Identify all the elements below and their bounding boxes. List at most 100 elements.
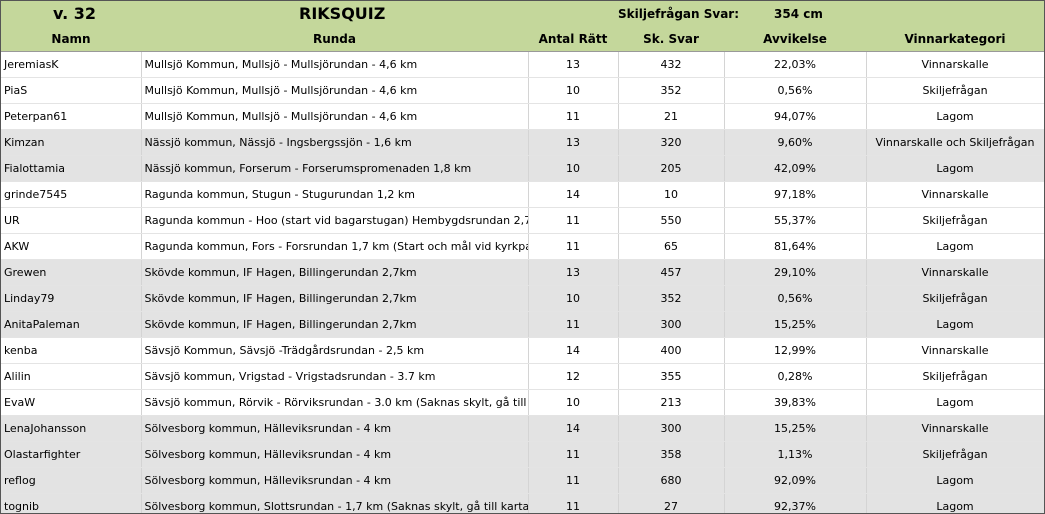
column-header: Namn	[1, 27, 141, 52]
table-cell: Sölvesborg kommun, Hälleviksrundan - 4 k…	[141, 441, 529, 468]
column-header: Antal Rätt	[528, 27, 618, 52]
table-cell: 300	[618, 311, 725, 338]
table-cell: Sölvesborg kommun, Hälleviksrundan - 4 k…	[141, 467, 529, 494]
table-cell: Sölvesborg kommun, Slottsrundan - 1,7 km…	[141, 493, 529, 513]
header-row: Namn Runda Antal Rätt Sk. Svar Avvikelse Vinn…	[1, 27, 1044, 52]
table-cell: AnitaPaleman	[1, 311, 142, 338]
table-cell: Skiljefrågan	[866, 363, 1044, 390]
column-header: Sk. Svar	[618, 27, 724, 52]
table-cell: 10	[528, 389, 619, 416]
table-cell: Skiljefrågan	[866, 207, 1044, 234]
table-row: Linday79 Skövde kommun, IF Hagen, Billing…	[1, 285, 1044, 312]
table-cell: 22,03%	[724, 51, 867, 78]
table-cell: Olastarfighter	[1, 441, 142, 468]
table-cell: Sävsjö Kommun, Sävsjö -Trädgårdsrundan -…	[141, 337, 529, 364]
table-row: AnitaPaleman Skövde kommun, IF Hagen, Bil…	[1, 311, 1044, 338]
table-cell: 39,83%	[724, 389, 867, 416]
table-cell: 457	[618, 259, 725, 286]
table-row: Peterpan61 Mullsjö Kommun, Mullsjö - Mull…	[1, 103, 1044, 130]
table-cell: 300	[618, 415, 725, 442]
table-cell: Linday79	[1, 285, 142, 312]
table-cell: 12,99%	[724, 337, 867, 364]
table-cell: Lagom	[866, 493, 1044, 513]
table-cell: 432	[618, 51, 725, 78]
table-cell: Skövde kommun, IF Hagen, Billingerundan …	[141, 259, 529, 286]
table-cell: 13	[528, 51, 619, 78]
table-cell: 12	[528, 363, 619, 390]
table-cell: Alilin	[1, 363, 142, 390]
table-cell: 11	[528, 311, 619, 338]
table-row: AKW Ragunda kommun, Fors - Forsrundan 1,7…	[1, 233, 1044, 260]
table-cell: 355	[618, 363, 725, 390]
table-cell: Skiljefrågan	[866, 441, 1044, 468]
table-cell: 10	[528, 77, 619, 104]
table-cell: 65	[618, 233, 725, 260]
column-header: Avvikelse	[724, 27, 866, 52]
table-cell: 1,13%	[724, 441, 867, 468]
table-cell: 42,09%	[724, 155, 867, 182]
table-cell: Ragunda kommun, Fors - Forsrundan 1,7 km…	[141, 233, 529, 260]
table-cell: 29,10%	[724, 259, 867, 286]
answer-value: 354 cm	[774, 7, 823, 21]
table-cell: 9,60%	[724, 129, 867, 156]
table-cell: Vinnarskalle	[866, 51, 1044, 78]
table-cell: 13	[528, 259, 619, 286]
table-cell: Lagom	[866, 103, 1044, 130]
table-cell: 14	[528, 181, 619, 208]
table-cell: Sölvesborg kommun, Hälleviksrundan - 4 k…	[141, 415, 529, 442]
table-cell: Sävsjö kommun, Vrigstad - Vrigstadsrunda…	[141, 363, 529, 390]
table-cell: 94,07%	[724, 103, 867, 130]
answer-label: Skiljefrågan Svar:	[618, 7, 740, 21]
table-cell: Vinnarskalle	[866, 337, 1044, 364]
table-cell: 10	[528, 285, 619, 312]
table-cell: Peterpan61	[1, 103, 142, 130]
table-cell: 27	[618, 493, 725, 513]
table-cell: 81,64%	[724, 233, 867, 260]
table-cell: 97,18%	[724, 181, 867, 208]
table-row: EvaW Sävsjö kommun, Rörvik - Rörviksrunda…	[1, 389, 1044, 416]
table-cell: Vinnarskalle	[866, 181, 1044, 208]
table-cell: 10	[528, 155, 619, 182]
table-cell: Mullsjö Kommun, Mullsjö - Mullsjörundan …	[141, 77, 529, 104]
table-cell: 550	[618, 207, 725, 234]
table-row: LenaJohansson Sölvesborg kommun, Hällevik…	[1, 415, 1044, 442]
table-cell: Fialottamia	[1, 155, 142, 182]
table-cell: 13	[528, 129, 619, 156]
table-cell: 400	[618, 337, 725, 364]
version: v. 32	[53, 4, 97, 23]
table-cell: Vinnarskalle	[866, 415, 1044, 442]
table-cell: Kimzan	[1, 129, 142, 156]
table-cell: AKW	[1, 233, 142, 260]
table-row: reflog Sölvesborg kommun, Hälleviksrundan…	[1, 467, 1044, 494]
table-cell: 11	[528, 207, 619, 234]
table-cell: 11	[528, 467, 619, 494]
table-row: Kimzan Nässjö kommun, Nässjö - Ingsbergss…	[1, 129, 1044, 156]
table-cell: Mullsjö Kommun, Mullsjö - Mullsjörundan …	[141, 103, 529, 130]
table-cell: 320	[618, 129, 725, 156]
table-cell: 352	[618, 77, 725, 104]
table-cell: 21	[618, 103, 725, 130]
table-cell: Lagom	[866, 467, 1044, 494]
table-cell: 11	[528, 493, 619, 513]
results-table: Namn Runda Antal Rätt Sk. Svar Avvikelse Vinn…	[1, 27, 1044, 513]
title-bar: v. 32 RIKSQUIZ Skiljefrågan Svar: 354 cm	[1, 1, 1044, 27]
table-cell: 11	[528, 103, 619, 130]
table-cell: Sävsjö kommun, Rörvik - Rörviksrundan - …	[141, 389, 529, 416]
table-cell: 55,37%	[724, 207, 867, 234]
table-row: tognib Sölvesborg kommun, Slottsrundan - …	[1, 493, 1044, 513]
table-cell: Grewen	[1, 259, 142, 286]
table-cell: 14	[528, 337, 619, 364]
table-cell: EvaW	[1, 389, 142, 416]
table-cell: Nässjö kommun, Nässjö - Ingsbergssjön - …	[141, 129, 529, 156]
table-cell: 11	[528, 441, 619, 468]
table-cell: Skövde kommun, IF Hagen, Billingerundan …	[141, 311, 529, 338]
table-cell: Lagom	[866, 155, 1044, 182]
table-cell: Mullsjö Kommun, Mullsjö - Mullsjörundan …	[141, 51, 529, 78]
table-cell: 14	[528, 415, 619, 442]
table-row: JeremiasK Mullsjö Kommun, Mullsjö - Mulls…	[1, 51, 1044, 78]
table-row: PiaS Mullsjö Kommun, Mullsjö - Mullsjörun…	[1, 77, 1044, 104]
table-cell: Lagom	[866, 233, 1044, 260]
table-cell: 0,28%	[724, 363, 867, 390]
table-cell: 10	[618, 181, 725, 208]
table-cell: grinde7545	[1, 181, 142, 208]
